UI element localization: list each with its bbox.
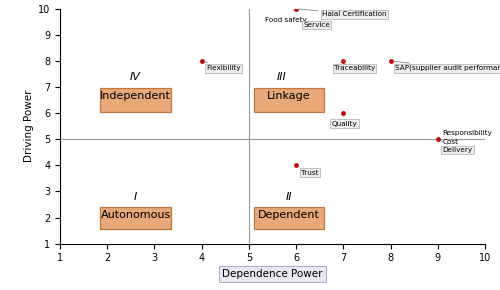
Text: Cost: Cost bbox=[442, 139, 458, 145]
Text: Traceability: Traceability bbox=[334, 61, 375, 71]
Text: SAP(supplier audit performance): SAP(supplier audit performance) bbox=[394, 61, 500, 71]
Text: Autonomous: Autonomous bbox=[100, 210, 170, 220]
Text: Quality: Quality bbox=[332, 116, 357, 126]
FancyBboxPatch shape bbox=[100, 207, 171, 229]
Text: Delivery: Delivery bbox=[440, 141, 472, 153]
Text: I: I bbox=[134, 192, 137, 202]
Text: Responsibility: Responsibility bbox=[442, 130, 492, 137]
Text: Halal Certification: Halal Certification bbox=[299, 9, 386, 17]
Text: Service: Service bbox=[299, 21, 330, 28]
FancyBboxPatch shape bbox=[254, 88, 324, 112]
Y-axis label: Driving Power: Driving Power bbox=[24, 90, 34, 162]
Text: Independent: Independent bbox=[100, 91, 171, 101]
X-axis label: Dependence Power: Dependence Power bbox=[222, 269, 323, 279]
Text: III: III bbox=[277, 72, 287, 81]
FancyBboxPatch shape bbox=[254, 207, 324, 229]
Text: II: II bbox=[286, 192, 292, 202]
Text: IV: IV bbox=[130, 72, 141, 81]
Text: Food safety: Food safety bbox=[266, 17, 307, 23]
FancyBboxPatch shape bbox=[100, 88, 171, 112]
Text: Trust: Trust bbox=[298, 167, 318, 176]
Text: Flexibility: Flexibility bbox=[204, 62, 241, 71]
Text: Dependent: Dependent bbox=[258, 210, 320, 220]
Text: Linkage: Linkage bbox=[267, 91, 311, 101]
